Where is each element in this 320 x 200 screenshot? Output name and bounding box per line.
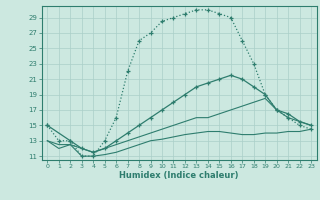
- X-axis label: Humidex (Indice chaleur): Humidex (Indice chaleur): [119, 171, 239, 180]
